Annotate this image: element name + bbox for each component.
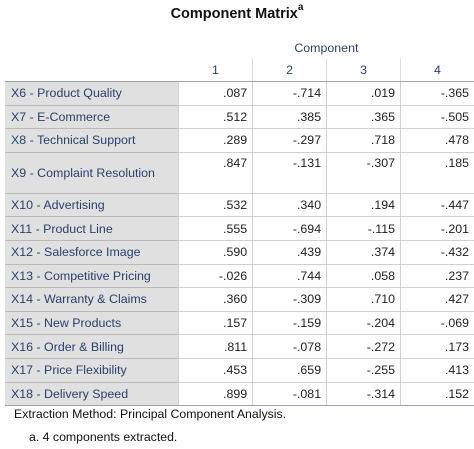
column-header-3: 3 — [326, 59, 401, 82]
table-row: X7 - E-Commerce .512.385.365 -.505 — [5, 104, 474, 129]
cell-component-2: -.159 — [252, 310, 327, 335]
cell-component-1: .157 — [178, 310, 253, 335]
cell-component-4: .185 — [400, 151, 474, 194]
cell-component-1: .512 — [178, 104, 253, 129]
cell-component-4: -.432 — [400, 239, 474, 265]
cell-component-3: .710 — [326, 287, 401, 312]
cell-component-3: .019 — [326, 81, 401, 106]
row-label: X11 - Product Line — [5, 216, 179, 241]
row-label: X8 - Technical Support — [5, 128, 179, 153]
cell-component-2: .385 — [252, 104, 327, 129]
row-label: X13 - Competitive Pricing — [5, 263, 179, 288]
cell-component-2: .659 — [252, 357, 327, 383]
row-label: X14 - Warranty & Claims — [5, 287, 179, 312]
header-group-label: Component — [294, 41, 359, 55]
row-label: X17 - Price Flexibility — [5, 357, 179, 383]
cell-component-3: -.272 — [326, 334, 401, 359]
cell-component-1: .532 — [178, 192, 253, 217]
cell-component-2: -.309 — [252, 287, 327, 312]
cell-component-2: -.081 — [252, 381, 327, 407]
cell-component-3: -.307 — [326, 151, 401, 194]
cell-component-1: .590 — [178, 239, 253, 265]
row-label: X16 - Order & Billing — [5, 334, 179, 359]
cell-component-3: .365 — [326, 104, 401, 129]
table-row: X10 - Advertising .532.340.194 -.447 — [5, 192, 474, 217]
header-group-row: Component — [5, 37, 474, 59]
row-label: X10 - Advertising — [5, 192, 179, 217]
row-label: X7 - E-Commerce — [5, 104, 179, 129]
cell-component-4: .427 — [400, 287, 474, 312]
components-extracted-note: a. 4 components extracted. — [29, 430, 178, 444]
cell-component-3: -.255 — [326, 357, 401, 383]
table-row: X12 - Salesforce Image .590.439.374 -.432 — [5, 239, 474, 265]
table-row: X9 - Complaint Resolution .847 -.131 -.307.… — [5, 151, 474, 194]
cell-component-3: .718 — [326, 128, 401, 153]
title-footnote-marker: a — [297, 2, 304, 13]
cell-component-3: .374 — [326, 239, 401, 265]
table-row: X6 - Product Quality .087 -.714.019 -.365 — [5, 81, 474, 106]
cell-component-2: -.131 — [252, 151, 327, 194]
table-row: X11 - Product Line .555 -.694 -.115 -.201 — [5, 216, 474, 241]
cell-component-4: -.365 — [400, 81, 474, 106]
cell-component-1: .289 — [178, 128, 253, 153]
header-corner-2 — [5, 59, 179, 82]
cell-component-2: -.297 — [252, 128, 327, 153]
component-matrix-table: Component 1 2 3 4 X6 - Product Quality .0… — [5, 37, 474, 407]
cell-component-4: .237 — [400, 263, 474, 288]
cell-component-1: .555 — [178, 216, 253, 241]
table-row: X15 - New Products .157 -.159 -.204 -.069 — [5, 310, 474, 335]
cell-component-4: -.505 — [400, 104, 474, 129]
table-row: X8 - Technical Support .289 -.297.718.478 — [5, 128, 474, 153]
table-row: X13 - Competitive Pricing -.026.744.058.2… — [5, 263, 474, 288]
cell-component-2: -.714 — [252, 81, 327, 106]
row-label: X15 - New Products — [5, 310, 179, 335]
column-header-2: 2 — [252, 59, 327, 82]
cell-component-3: -.115 — [326, 216, 401, 241]
cell-component-1: .087 — [178, 81, 253, 106]
column-header-4: 4 — [400, 59, 474, 82]
cell-component-4: -.447 — [400, 192, 474, 217]
cell-component-2: .340 — [252, 192, 327, 217]
table-title-text: Component Matrix — [170, 5, 298, 22]
table-row: X16 - Order & Billing .811 -.078 -.272.173 — [5, 334, 474, 359]
cell-component-4: .173 — [400, 334, 474, 359]
table-row: X18 - Delivery Speed .899 -.081 -.314.152 — [5, 381, 474, 407]
cell-component-4: -.069 — [400, 310, 474, 335]
cell-component-3: .194 — [326, 192, 401, 217]
cell-component-2: .439 — [252, 239, 327, 265]
column-header-1: 1 — [178, 59, 253, 82]
table-body: Component 1 2 3 4 X6 - Product Quality .0… — [5, 37, 474, 407]
row-label: X18 - Delivery Speed — [5, 381, 179, 407]
cell-component-2: -.694 — [252, 216, 327, 241]
cell-component-4: .152 — [400, 381, 474, 407]
cell-component-4: .478 — [400, 128, 474, 153]
cell-component-3: -.314 — [326, 381, 401, 407]
cell-component-2: -.078 — [252, 334, 327, 359]
cell-component-1: .453 — [178, 357, 253, 383]
table-row: X17 - Price Flexibility .453.659 -.255.413 — [5, 357, 474, 383]
cell-component-2: .744 — [252, 263, 327, 288]
row-label: X9 - Complaint Resolution — [5, 151, 179, 194]
header-corner — [5, 37, 179, 59]
cell-component-1: -.026 — [178, 263, 253, 288]
row-label: X12 - Salesforce Image — [5, 239, 179, 265]
cell-component-3: .058 — [326, 263, 401, 288]
cell-component-4: -.201 — [400, 216, 474, 241]
table-title: Component Matrixa — [0, 2, 474, 22]
cell-component-1: .811 — [178, 334, 253, 359]
table-row: X14 - Warranty & Claims .360 -.309.710.427 — [5, 287, 474, 312]
cell-component-1: .847 — [178, 151, 253, 194]
extraction-method-note: Extraction Method: Principal Component A… — [14, 407, 287, 421]
row-label: X6 - Product Quality — [5, 81, 179, 106]
cell-component-1: .360 — [178, 287, 253, 312]
cell-component-3: -.204 — [326, 310, 401, 335]
cell-component-1: .899 — [178, 381, 253, 407]
header-columns-row: 1 2 3 4 — [5, 59, 474, 82]
cell-component-4: .413 — [400, 357, 474, 383]
